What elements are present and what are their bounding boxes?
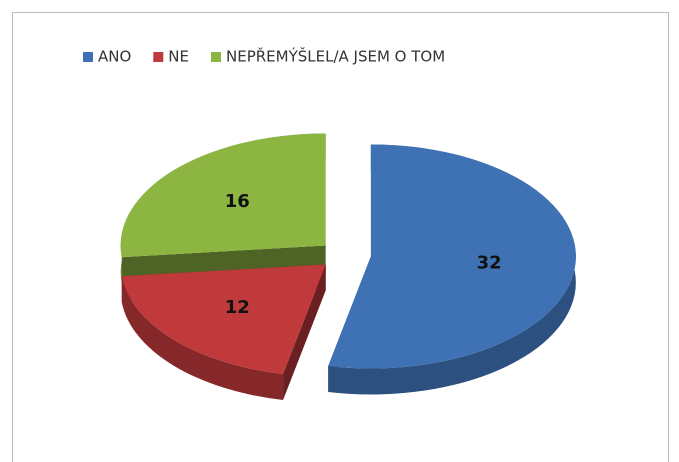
slice-outer-wall (121, 276, 284, 401)
slice-top (120, 133, 326, 258)
data-label: 12 (225, 297, 250, 318)
legend-swatch (211, 52, 221, 62)
slice-top (121, 264, 326, 375)
slice-outer-wall (328, 144, 576, 395)
legend-swatch (153, 52, 164, 62)
data-label: 16 (225, 191, 250, 212)
pie-slice (121, 264, 326, 401)
pie-slice (328, 144, 576, 395)
legend-label: NEPŘEMÝŠLEL/A JSEM O TOM (226, 47, 445, 66)
data-label: 32 (477, 252, 502, 273)
legend-label: NE (168, 48, 189, 66)
slice-top (328, 144, 576, 369)
legend-label: ANO (98, 48, 131, 66)
slice-radial-wall (283, 264, 326, 401)
legend-swatch (83, 52, 93, 62)
